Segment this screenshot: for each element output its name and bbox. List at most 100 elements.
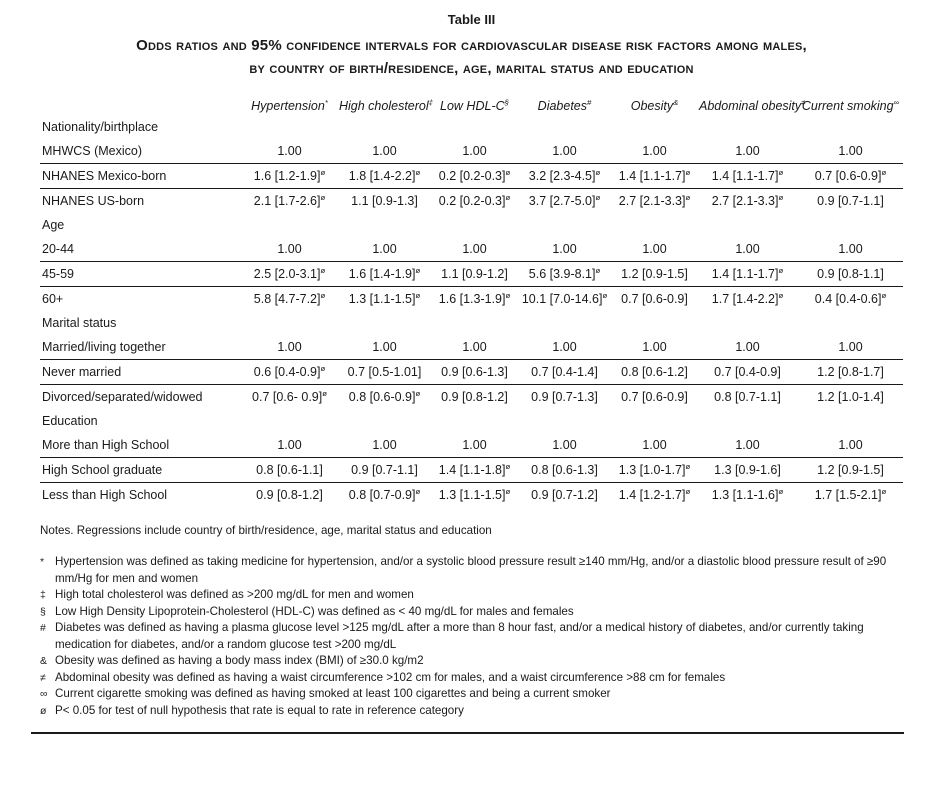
or-ci-cell: 0.7 [0.4-1.4] — [517, 359, 612, 385]
note-text: Diabetes was defined as having a plasma … — [55, 621, 864, 651]
or-ci-cell: 0.9 [0.6-1.3] — [432, 359, 517, 385]
row-label: 45-59 — [40, 261, 242, 287]
row-label: 60+ — [42, 292, 64, 306]
note-text: Low High Density Lipoprotein-Cholesterol… — [55, 604, 574, 618]
note-text: Obesity was defined as having a body mas… — [55, 654, 424, 668]
significance-marker: ø — [685, 192, 691, 202]
significance-marker: ø — [778, 486, 784, 496]
or-ci-cell: 2.5 [2.0-3.1]ø — [242, 261, 337, 287]
or-ci-cell: 1.1 [0.9-1.3] — [351, 194, 418, 208]
or-ci-cell: 1.00 — [462, 242, 487, 256]
table-row-never-married: Never married 0.6 [0.4-0.9]ø 0.7 [0.5-1.01… — [40, 359, 903, 385]
row-label: Divorced/separated/widowed — [42, 390, 203, 404]
or-ci-cell: 1.00 — [277, 438, 302, 452]
row-label: 20-44 — [42, 242, 74, 256]
or-ci-cell: 1.00 — [277, 242, 302, 256]
or-ci-cell: 0.9 [0.7-1.1] — [817, 194, 884, 208]
table-row-60: 60+ 5.8 [4.7-7.2]ø 1.3 [1.1-1.5]ø 1.6 [1.3-… — [40, 287, 903, 312]
or-ci-cell: 1.00 — [838, 242, 863, 256]
significance-marker: ø — [778, 290, 784, 300]
or-ci-cell: 0.8 [0.6-1.2] — [612, 359, 697, 385]
note-marker: § — [40, 605, 46, 618]
significance-marker: ø — [320, 167, 326, 177]
or-ci-cell: 1.7 [1.4-2.2]ø — [711, 290, 784, 306]
or-ci-cell: 0.8 [0.6-1.1] — [242, 457, 337, 483]
or-ci-cell: 1.00 — [552, 144, 577, 158]
note-item-&: & Obesity was defined as having a body ma… — [40, 653, 903, 669]
significance-marker: ø — [685, 461, 691, 471]
note-text: Abdominal obesity was defined as having … — [55, 670, 726, 684]
row-label: Never married — [40, 359, 242, 385]
or-ci-cell: 0.9 [0.7-1.3] — [531, 390, 598, 404]
row-label: Married/living together — [42, 340, 166, 354]
note-item-#: # Diabetes was defined as having a plasma… — [40, 620, 903, 653]
significance-marker: ø — [415, 265, 421, 275]
column-header-diabetes: Diabetes# — [537, 97, 592, 113]
significance-marker: ø — [881, 486, 887, 496]
or-ci-cell: 0.7 [0.6- 0.9]ø — [252, 388, 327, 404]
or-ci-cell: 1.00 — [462, 340, 487, 354]
note-marker: & — [40, 655, 48, 668]
title-block: Table III Odds ratios and 95% confidence… — [40, 12, 903, 80]
or-ci-cell: 1.00 — [642, 242, 667, 256]
significance-marker: ø — [685, 486, 691, 496]
column-header-obesity: Obesity& — [630, 97, 679, 113]
column-header-row: Hypertension* High cholesterol‡ Low HDL-C§… — [40, 94, 903, 118]
or-ci-cell: 1.4 [1.2-1.7]ø — [618, 486, 691, 502]
note-item-ø: ø P< 0.05 for test of null hypothesis tha… — [40, 703, 903, 719]
odds-ratios-table: Hypertension* High cholesterol‡ Low HDL-C§… — [40, 94, 903, 507]
row-label: Less than High School — [42, 488, 168, 502]
row-label: High School graduate — [40, 457, 242, 483]
notes-lead: Notes. Regressions include country of bi… — [40, 524, 492, 537]
or-ci-cell: 1.00 — [552, 242, 577, 256]
or-ci-cell: 1.1 [0.9-1.2] — [432, 261, 517, 287]
or-ci-cell: 0.8 [0.6-1.3] — [517, 457, 612, 483]
or-ci-cell: 0.4 [0.4-0.6]ø — [814, 290, 887, 306]
section-row-nationality-birthplace: Nationality/birthplace — [40, 118, 903, 139]
note-item-§: § Low High Density Lipoprotein-Cholestero… — [40, 604, 903, 620]
or-ci-cell: 0.2 [0.2-0.3]ø — [432, 163, 517, 189]
significance-marker: ø — [505, 192, 511, 202]
or-ci-cell: 1.00 — [735, 340, 760, 354]
or-ci-cell: 1.00 — [735, 242, 760, 256]
significance-marker: ø — [505, 486, 511, 496]
significance-marker: ø — [415, 486, 421, 496]
or-ci-cell: 0.7 [0.4-0.9] — [697, 359, 798, 385]
or-ci-cell: 1.4 [1.1-1.7]ø — [697, 261, 798, 287]
section-row-age: Age — [40, 213, 903, 237]
section-label: Nationality/birthplace — [42, 120, 159, 134]
or-ci-cell: 1.00 — [552, 340, 577, 354]
section-label: Education — [42, 414, 98, 428]
significance-marker: ø — [778, 265, 784, 275]
section-row-marital-status: Marital status — [40, 311, 903, 335]
or-ci-cell: 1.00 — [642, 438, 667, 452]
significance-marker: ø — [505, 167, 511, 177]
table-row-less-than-high-school: Less than High School 0.9 [0.8-1.2] 0.8 [0… — [40, 483, 903, 508]
row-label-column-header — [40, 94, 242, 118]
table-header: Hypertension* High cholesterol‡ Low HDL-C§… — [40, 94, 903, 118]
or-ci-cell: 2.7 [2.1-3.3]ø — [711, 192, 784, 208]
or-ci-cell: 10.1 [7.0-14.6]ø — [521, 290, 608, 306]
note-text: Current cigarette smoking was defined as… — [55, 687, 611, 701]
or-ci-cell: 1.3 [1.1-1.6]ø — [711, 486, 784, 502]
or-ci-cell: 5.6 [3.9-8.1]ø — [517, 261, 612, 287]
or-ci-cell: 1.00 — [642, 144, 667, 158]
or-ci-cell: 0.8 [0.6-0.9]ø — [348, 388, 421, 404]
table-title-line1: Odds ratios and 95% confidence intervals… — [136, 37, 807, 54]
significance-marker: ø — [595, 167, 601, 177]
row-label: NHANES US-born — [42, 194, 145, 208]
or-ci-cell: 0.9 [0.8-1.1] — [798, 261, 903, 287]
note-text: High total cholesterol was defined as >2… — [55, 588, 414, 602]
column-marker: & — [673, 97, 679, 107]
column-header-low-hdl-c: Low HDL-C§ — [440, 97, 509, 113]
or-ci-cell: 1.6 [1.2-1.9]ø — [242, 163, 337, 189]
significance-marker: ø — [415, 290, 421, 300]
or-ci-cell: 1.6 [1.3-1.9]ø — [438, 290, 511, 306]
table-body: Nationality/birthplace MHWCS (Mexico) 1.00… — [40, 118, 903, 507]
or-ci-cell: 1.00 — [372, 340, 397, 354]
or-ci-cell: 1.4 [1.1-1.7]ø — [612, 163, 697, 189]
or-ci-cell: 1.3 [1.1-1.5]ø — [438, 486, 511, 502]
significance-marker: ø — [322, 388, 327, 398]
significance-marker: ø — [602, 290, 608, 300]
